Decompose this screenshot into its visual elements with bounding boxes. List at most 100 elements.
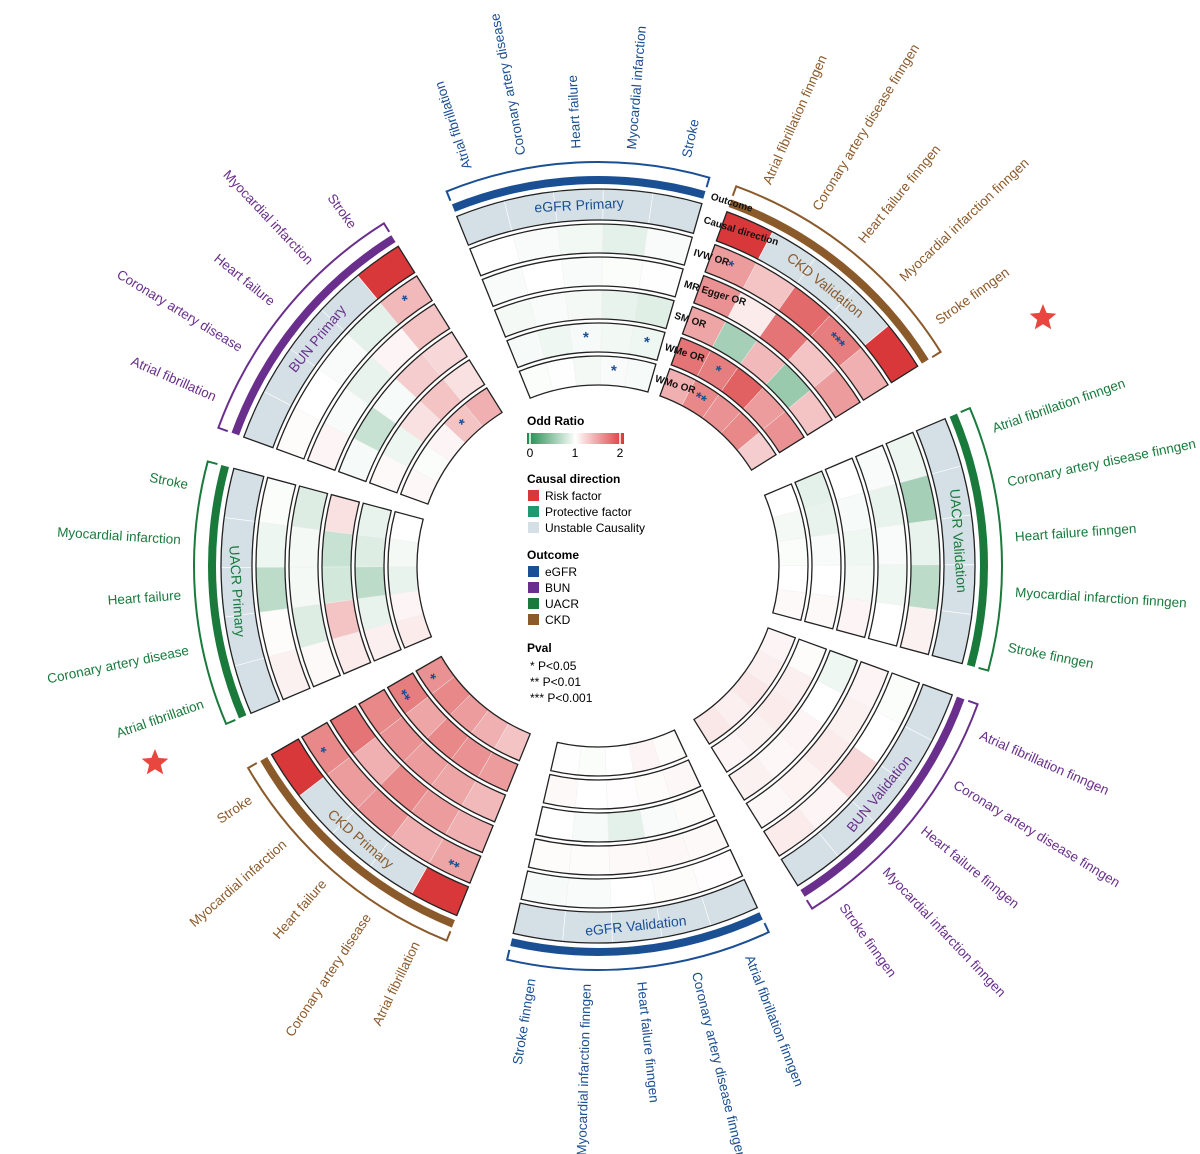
row-label: Atrial fibrillation finngen — [742, 953, 806, 1089]
or-cell — [777, 537, 809, 566]
row-label: Stroke finngen — [933, 264, 1012, 327]
or-cell — [602, 223, 649, 257]
row-label: Heart failure — [565, 75, 584, 149]
or-cell — [321, 566, 354, 604]
row-label: Heart failure finngen — [1014, 521, 1136, 544]
band-outline — [255, 476, 311, 701]
band-outline — [242, 245, 416, 449]
sector-bracket — [217, 222, 391, 433]
band-outline — [681, 305, 833, 437]
or-cell — [907, 519, 941, 566]
band-outline — [455, 188, 703, 247]
band-outline — [763, 483, 809, 622]
row-label: Myocardial infarction finngen — [1015, 585, 1187, 611]
band-outline — [520, 848, 744, 909]
or-cell — [900, 606, 938, 655]
row-label: Coronary artery disease finngen — [1006, 436, 1197, 489]
legend: Odd Ratio 0 1 2 Causal direction Risk fa… — [527, 414, 645, 705]
band-outline — [518, 355, 657, 400]
band-outline — [329, 705, 494, 854]
or-cell — [354, 534, 387, 568]
band-outline — [415, 655, 532, 762]
sector-layer: Atrial fibrillation Coronary artery disea… — [46, 12, 1197, 1154]
band-outline — [321, 493, 372, 675]
sector-title: eGFR Primary — [534, 195, 624, 216]
or-cell — [777, 565, 809, 594]
star-icon — [1029, 304, 1057, 330]
row-label: Atrial fibrillation — [432, 80, 475, 172]
outcome-band — [451, 176, 706, 212]
legend-swatch-ckd — [528, 614, 539, 625]
or-cell — [645, 832, 691, 871]
sector-bracket — [805, 699, 979, 910]
band-outline — [854, 444, 908, 647]
band-outline — [387, 510, 433, 649]
row-label: Heart failure — [107, 588, 181, 608]
significance-mark: * — [610, 362, 617, 379]
or-cell — [577, 745, 607, 777]
row-label: Myocardial infarction finngen — [574, 984, 594, 1154]
legend-pval-title: Pval — [527, 641, 552, 655]
row-label: Myocardial infarction — [57, 524, 182, 547]
band-outline — [659, 367, 777, 471]
band-outline — [692, 274, 861, 419]
band-outline — [549, 729, 688, 777]
sector-bracket — [505, 922, 771, 971]
legend-uacr-label: UACR — [545, 597, 579, 611]
or-cell — [875, 564, 908, 607]
causal-direction-cell — [931, 610, 973, 664]
band-outline — [915, 417, 976, 665]
or-cell — [387, 538, 419, 567]
row-label: Coronary artery disease — [114, 267, 245, 355]
causal-direction-cell — [648, 192, 703, 234]
legend-bun-label: BUN — [545, 581, 570, 595]
row-label: Atrial fibrillation — [369, 939, 422, 1028]
or-cell — [604, 744, 635, 777]
or-cell — [512, 226, 562, 264]
sector-bracket — [445, 161, 711, 202]
band-outline — [535, 788, 716, 843]
or-cell — [258, 608, 297, 658]
or-cell — [601, 289, 639, 322]
or-cell — [600, 322, 634, 355]
sector-egfr-primary: Atrial fibrillation Coronary artery disea… — [432, 12, 711, 400]
ring-label: Outcome — [709, 192, 754, 215]
sector-bracket — [731, 185, 942, 359]
legend-swatch-unstable — [528, 522, 539, 533]
band-outline — [337, 331, 469, 483]
sector-bracket — [960, 406, 1003, 672]
legend-swatch-bun — [528, 582, 539, 593]
row-label: Heart failure — [270, 877, 330, 942]
legend-swatch-egfr — [528, 566, 539, 577]
band-outline — [693, 627, 797, 745]
or-tick-label-1: 1 — [572, 446, 579, 460]
or-cell — [899, 474, 938, 524]
legend-risk-label: Risk factor — [545, 489, 602, 503]
or-tick-label-2: 2 — [617, 446, 624, 460]
row-label: Atrial fibrillation finngen — [990, 376, 1127, 436]
band-outline — [358, 688, 507, 823]
row-label: Stroke — [325, 191, 360, 231]
or-cell — [565, 877, 612, 909]
row-label: Myocardial infarction — [624, 25, 649, 150]
legend-pval-2: ** P<0.01 — [530, 675, 581, 689]
row-label: Heart failure finngen — [634, 981, 662, 1103]
row-label: Atrial fibrillation finngen — [977, 728, 1111, 798]
or-cell — [650, 864, 701, 904]
band-outline — [794, 470, 842, 630]
causal-direction-cell — [223, 468, 265, 522]
or-cell — [557, 223, 604, 256]
or-cell — [354, 566, 387, 600]
or-cell — [571, 811, 609, 843]
or-cell — [607, 809, 646, 843]
legend-swatch-uacr — [528, 598, 539, 609]
row-label: Myocardial infarction — [220, 167, 316, 267]
band-outline — [527, 818, 730, 876]
band-outline — [710, 638, 828, 773]
or-cell — [842, 528, 875, 566]
row-label: Atrial fibrillation — [129, 354, 219, 405]
band-outline — [704, 243, 889, 402]
or-cell — [321, 530, 354, 568]
band-outline — [885, 431, 941, 656]
